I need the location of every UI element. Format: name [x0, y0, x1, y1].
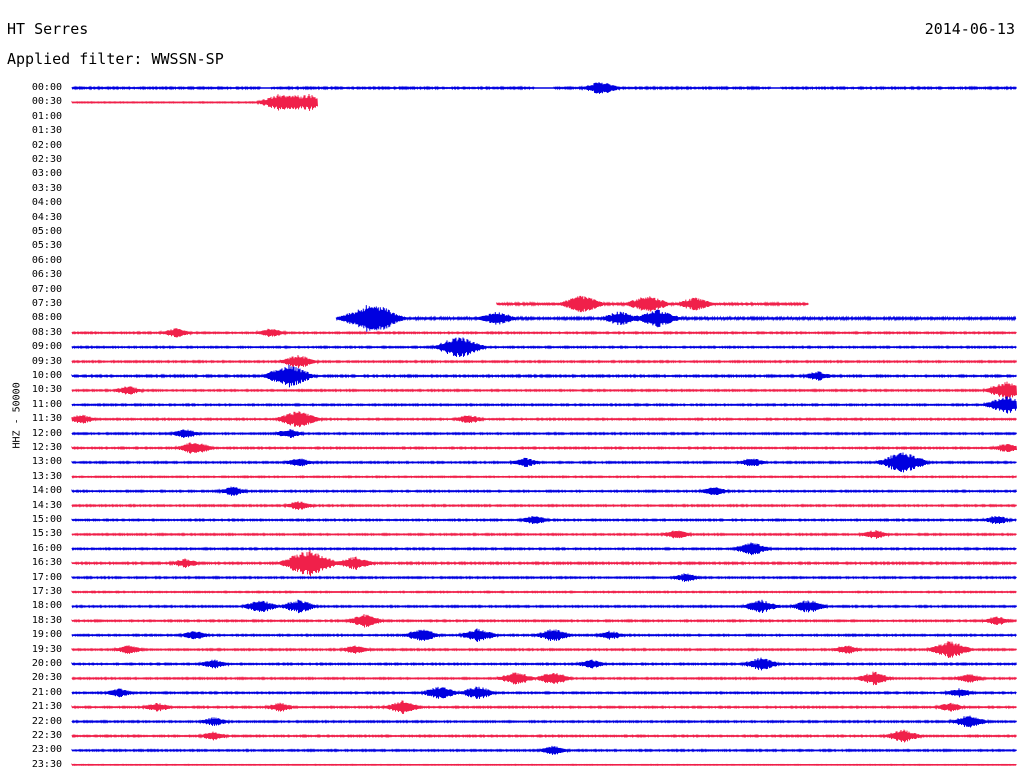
time-tick-1930: 19:30 — [31, 643, 62, 655]
time-tick-0700: 07:00 — [31, 283, 62, 295]
time-tick-0600: 06:00 — [31, 254, 62, 266]
time-tick-2230: 22:30 — [31, 730, 62, 741]
time-tick-0630: 06:30 — [31, 269, 62, 281]
time-tick-1230: 12:30 — [31, 442, 62, 453]
time-tick-0430: 04:30 — [31, 211, 62, 223]
time-tick-1400: 14:00 — [31, 485, 62, 497]
time-tick-2130: 21:30 — [31, 701, 62, 713]
filter-label: Applied filter: WWSSN-SP — [7, 50, 224, 68]
time-tick-0230: 02:30 — [31, 154, 62, 165]
time-tick-0830: 08:30 — [31, 326, 62, 338]
time-tick-2330: 23:30 — [31, 758, 62, 770]
time-tick-0730: 07:30 — [31, 298, 62, 309]
time-tick-1830: 18:30 — [31, 614, 62, 626]
time-tick-2200: 22:00 — [31, 715, 62, 727]
time-tick-0200: 02:00 — [31, 139, 62, 151]
time-tick-1530: 15:30 — [31, 528, 62, 540]
time-tick-0000: 00:00 — [31, 82, 62, 93]
time-tick-1600: 16:00 — [31, 542, 62, 554]
time-tick-0400: 04:00 — [31, 197, 62, 209]
time-tick-1300: 13:00 — [31, 456, 62, 468]
time-tick-1000: 10:00 — [31, 370, 62, 381]
time-tick-1030: 10:30 — [31, 384, 62, 396]
time-tick-0900: 09:00 — [31, 341, 62, 353]
time-tick-1730: 17:30 — [31, 586, 62, 597]
time-tick-1800: 18:00 — [31, 600, 62, 612]
station-title: HT Serres — [7, 20, 89, 38]
time-tick-2030: 20:30 — [31, 672, 62, 684]
time-tick-1430: 14:30 — [31, 499, 62, 511]
time-tick-0800: 08:00 — [31, 312, 62, 324]
time-tick-1900: 19:00 — [31, 629, 62, 641]
time-tick-1130: 11:30 — [31, 413, 62, 425]
time-tick-0030: 00:30 — [31, 96, 62, 108]
time-tick-2100: 21:00 — [31, 686, 62, 698]
time-tick-1330: 13:30 — [31, 470, 62, 482]
time-tick-1100: 11:00 — [31, 398, 62, 410]
time-tick-0330: 03:30 — [31, 182, 62, 194]
time-tick-0300: 03:00 — [31, 168, 62, 180]
time-tick-0130: 01:30 — [31, 125, 62, 137]
time-tick-1630: 16:30 — [31, 557, 62, 569]
date-label: 2014-06-13 — [924, 20, 1015, 38]
time-tick-0100: 01:00 — [31, 110, 62, 122]
time-tick-0500: 05:00 — [31, 226, 62, 237]
time-tick-2300: 23:00 — [31, 744, 62, 756]
time-tick-0530: 05:30 — [31, 240, 62, 252]
time-tick-0930: 09:30 — [31, 355, 62, 367]
time-tick-1500: 15:00 — [31, 514, 62, 525]
time-tick-1200: 12:00 — [31, 427, 62, 439]
time-tick-2000: 20:00 — [31, 658, 62, 669]
time-tick-1700: 17:00 — [31, 571, 62, 583]
